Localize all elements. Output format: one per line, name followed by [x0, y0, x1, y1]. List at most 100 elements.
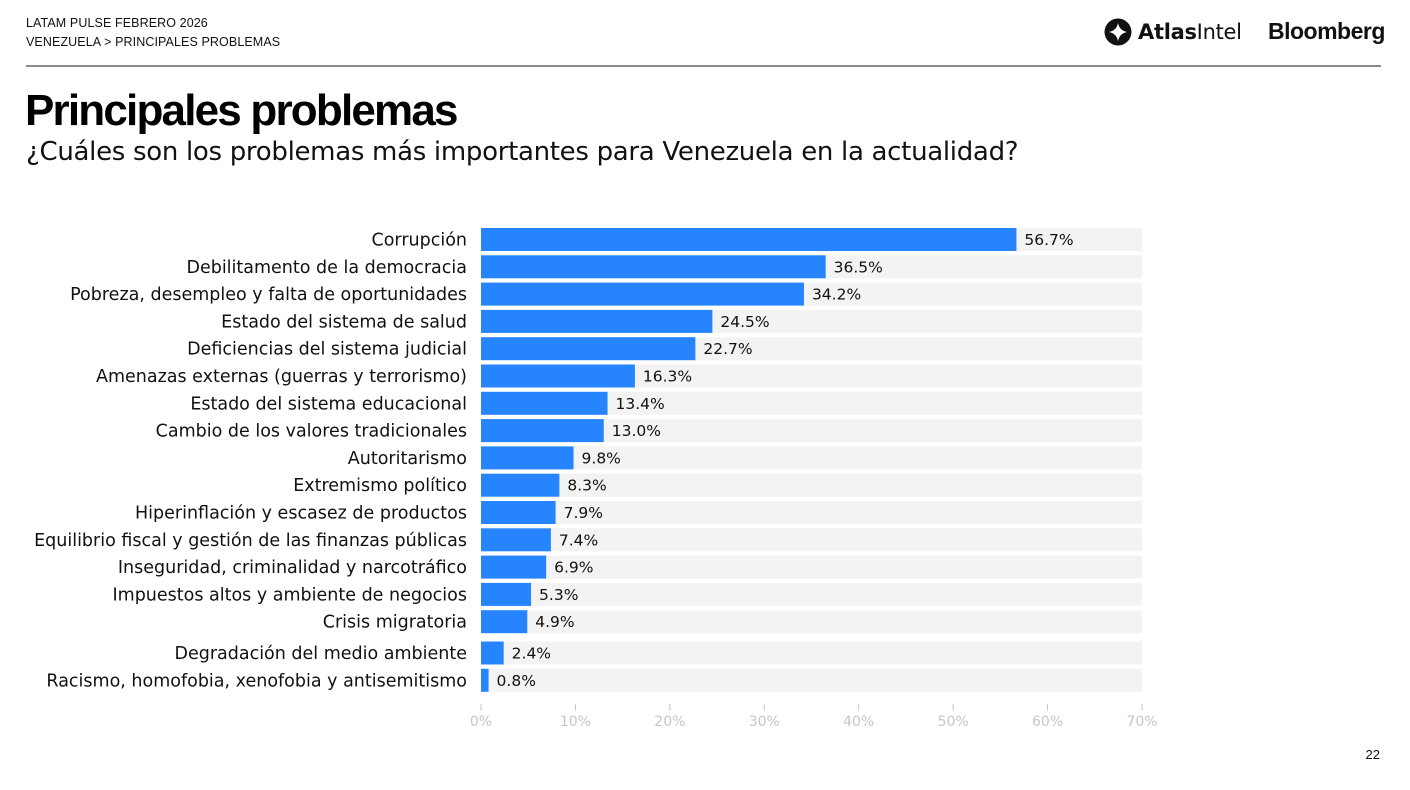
value-label: 6.9%	[554, 559, 593, 577]
bar-track	[481, 473, 1142, 497]
bar-row: Pobreza, desempleo y falta de oportunida…	[70, 282, 1142, 306]
breadcrumb: VENEZUELA > PRINCIPALES PROBLEMAS	[26, 35, 281, 49]
bar	[481, 309, 713, 333]
bar	[481, 228, 1017, 251]
atlasintel-wordmark: AtlasIntel	[1138, 20, 1242, 44]
bar	[481, 255, 826, 279]
bar-track	[481, 391, 1142, 415]
bar-row: Estado del sistema educacional 13.4%	[190, 391, 1142, 415]
page-title: Principales problemas	[25, 86, 459, 135]
atlasintel-wordmark-suffix: Intel	[1196, 20, 1242, 44]
x-tick-label: 30%	[749, 714, 780, 730]
atlasintel-wordmark-prefix: Atlas	[1138, 20, 1197, 44]
value-label: 0.8%	[497, 672, 536, 690]
atlasintel-diamond-icon	[1104, 18, 1132, 46]
bar-track	[481, 501, 1142, 524]
value-label: 5.3%	[539, 586, 578, 604]
bar	[481, 419, 604, 443]
x-tick-label: 0%	[470, 714, 492, 730]
category-label: Cambio de los valores tradicionales	[156, 422, 467, 442]
bar-row: Impuestos altos y ambiente de negocios 5.…	[112, 582, 1142, 606]
value-label: 16.3%	[643, 368, 692, 386]
value-label: 13.4%	[616, 395, 665, 413]
bar-track	[481, 364, 1142, 388]
category-label: Inseguridad, criminalidad y narcotráfico	[118, 558, 467, 578]
value-label: 13.0%	[612, 422, 661, 440]
bar-row: Corrupción 56.7%	[372, 228, 1142, 251]
value-label: 34.2%	[812, 286, 861, 304]
category-label: Estado del sistema educacional	[190, 394, 467, 414]
value-label: 22.7%	[703, 340, 752, 358]
category-label: Debilitamento de la democracia	[186, 258, 467, 278]
category-label: Autoritarismo	[348, 449, 467, 469]
bar-track	[481, 555, 1142, 579]
x-axis: 0% 10% 20% 30% 40% 50% 60% 70%	[470, 703, 1158, 730]
bar-track	[481, 582, 1142, 606]
value-label: 7.9%	[564, 504, 603, 522]
category-label: Equilibrio fiscal y gestión de las finan…	[34, 531, 467, 551]
chart-rows: Corrupción 56.7% Debilitamento de la democ…	[34, 228, 1142, 692]
category-label: Degradación del medio ambiente	[174, 644, 467, 664]
value-label: 56.7%	[1024, 231, 1073, 249]
x-tick-label: 70%	[1126, 714, 1157, 730]
value-label: 8.3%	[567, 477, 606, 495]
bar-track	[481, 446, 1142, 470]
bar-row: Racismo, homofobia, xenofobia y antisemi…	[46, 668, 1142, 692]
bar-row: Hiperinflación y escasez de productos 7.9…	[135, 501, 1142, 524]
category-label: Pobreza, desempleo y falta de oportunida…	[70, 285, 467, 305]
category-label: Racismo, homofobia, xenofobia y antisemi…	[46, 671, 467, 691]
bar-track	[481, 668, 1142, 692]
x-tick-label: 50%	[938, 714, 969, 730]
bar	[481, 528, 551, 552]
bar	[481, 446, 574, 470]
header-divider	[26, 65, 1381, 67]
category-label: Extremismo político	[293, 476, 467, 496]
report-title: LATAM PULSE FEBRERO 2026	[26, 16, 208, 30]
bar-row: Deficiencias del sistema judicial 22.7%	[187, 337, 1142, 361]
bar-row: Debilitamento de la democracia 36.5%	[186, 255, 1142, 279]
atlasintel-logo: AtlasIntel	[1104, 17, 1242, 47]
bar-row: Amenazas externas (guerras y terrorismo)…	[96, 364, 1142, 388]
page-number: 22	[1365, 747, 1380, 762]
bar	[481, 282, 804, 306]
bar	[481, 391, 608, 415]
category-label: Deficiencias del sistema judicial	[187, 340, 467, 360]
bar-track	[481, 528, 1142, 552]
bar-row: Cambio de los valores tradicionales 13.0%	[156, 419, 1142, 443]
bar-row: Equilibrio fiscal y gestión de las finan…	[34, 528, 1142, 552]
bar-track	[481, 641, 1142, 665]
bloomberg-logo: Bloomberg	[1268, 18, 1385, 44]
bar-row: Estado del sistema de salud 24.5%	[221, 309, 1142, 333]
bar	[481, 501, 556, 524]
page-subtitle: ¿Cuáles son los problemas más importante…	[26, 137, 1019, 167]
bar	[481, 582, 532, 606]
category-label: Estado del sistema de salud	[221, 312, 467, 332]
bar	[481, 641, 504, 665]
category-label: Impuestos altos y ambiente de negocios	[112, 585, 467, 605]
category-label: Crisis migratoria	[323, 613, 467, 633]
category-label: Corrupción	[372, 231, 468, 251]
x-tick-label: 20%	[654, 714, 685, 730]
value-label: 4.9%	[535, 613, 574, 631]
value-label: 2.4%	[512, 645, 551, 663]
bar	[481, 337, 696, 361]
bar	[481, 610, 528, 634]
bar-row: Degradación del medio ambiente 2.4%	[174, 641, 1142, 665]
category-label: Hiperinflación y escasez de productos	[135, 504, 467, 524]
value-label: 7.4%	[559, 531, 598, 549]
bar	[481, 473, 560, 497]
bar	[481, 668, 489, 692]
value-label: 9.8%	[582, 449, 621, 467]
bar-row: Inseguridad, criminalidad y narcotráfico…	[118, 555, 1142, 579]
bar	[481, 555, 547, 579]
category-label: Amenazas externas (guerras y terrorismo)	[96, 367, 467, 387]
bar-track	[481, 610, 1142, 634]
bar	[481, 364, 635, 388]
value-label: 36.5%	[834, 258, 883, 276]
bar-track	[481, 419, 1142, 443]
x-tick-label: 40%	[843, 714, 874, 730]
value-label: 24.5%	[720, 313, 769, 331]
bar-row: Extremismo político 8.3%	[293, 473, 1142, 497]
x-tick-label: 10%	[560, 714, 591, 730]
